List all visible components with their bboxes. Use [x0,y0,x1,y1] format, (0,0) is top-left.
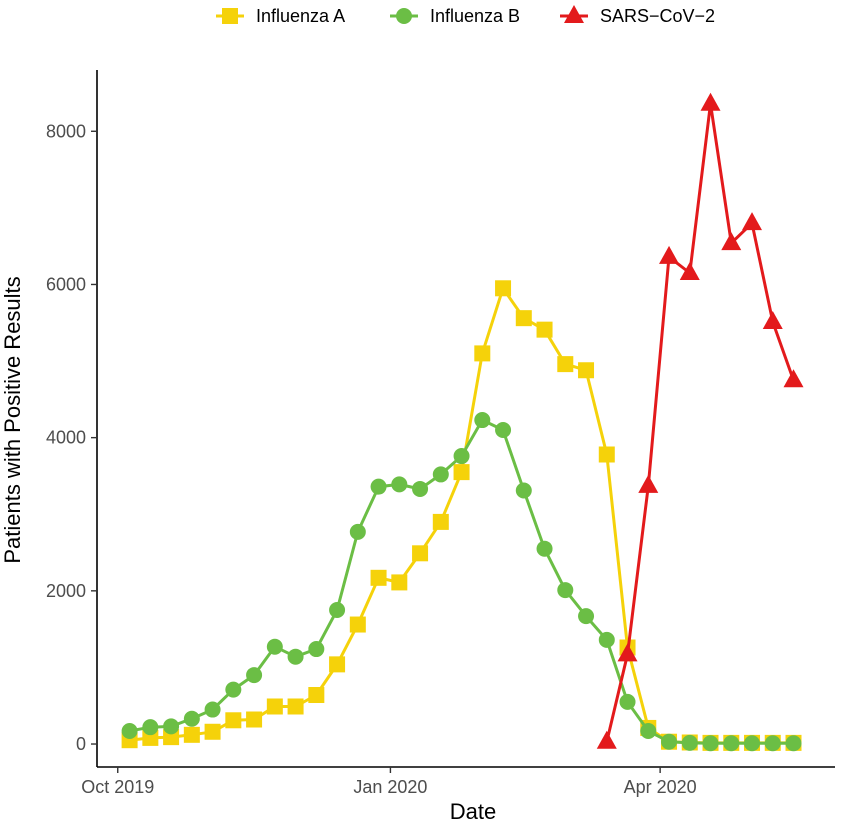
data-point-sars-cov-2 [762,310,783,329]
legend-marker-influenza-a [222,8,238,24]
data-point-influenza-a [474,345,491,362]
series-line-sars-cov-2 [605,102,795,743]
data-point-sars-cov-2 [596,730,617,749]
data-point-sars-cov-2 [659,245,680,264]
data-point-influenza-a [349,616,366,633]
legend-item-sars-cov-2: SARS−CoV−2 [560,5,715,26]
data-point-influenza-b [204,701,221,718]
data-point-sars-cov-2 [700,92,721,111]
data-point-influenza-a [329,656,346,673]
data-point-influenza-b [578,608,595,625]
data-point-influenza-b [723,735,740,752]
legend-item-influenza-b: Influenza B [390,6,520,26]
data-point-influenza-b [370,478,387,495]
data-point-influenza-a [204,723,221,740]
data-point-influenza-a [412,545,429,562]
data-point-sars-cov-2 [679,261,700,280]
series-sars-cov-2 [596,92,804,749]
data-point-influenza-a [308,687,325,704]
data-point-influenza-b [744,735,761,752]
data-point-influenza-b [453,448,470,465]
axes [96,70,835,768]
data-point-influenza-a [246,711,263,728]
data-point-influenza-b [640,723,657,740]
series-influenza-a [121,280,802,751]
data-point-sars-cov-2 [638,474,659,493]
data-point-sars-cov-2 [742,212,763,231]
data-point-influenza-a [266,698,283,715]
data-point-sars-cov-2 [783,369,804,388]
data-point-influenza-b [163,718,180,735]
data-point-influenza-b [266,638,283,655]
data-point-influenza-b [661,733,678,750]
data-point-influenza-b [391,476,408,493]
data-point-influenza-b [246,667,263,684]
data-point-influenza-b [536,540,553,557]
data-point-influenza-a [391,574,408,591]
y-tick-label: 6000 [46,274,86,294]
data-point-influenza-a [515,310,532,327]
data-point-influenza-a [598,446,615,463]
series-layer [121,92,804,752]
data-point-influenza-b [681,734,698,751]
data-point-influenza-b [412,480,429,497]
data-point-influenza-a [578,362,595,379]
x-tick-label: Jan 2020 [353,777,427,797]
data-point-influenza-b [432,466,449,483]
x-axis-title: Date [450,799,496,824]
data-point-influenza-b [225,681,242,698]
y-tick-label: 2000 [46,581,86,601]
data-point-influenza-b [349,523,366,540]
data-point-influenza-b [515,482,532,499]
data-point-influenza-b [557,582,574,599]
data-point-influenza-b [702,735,719,752]
data-point-influenza-b [785,735,802,752]
legend-marker-influenza-b [396,8,412,24]
y-axis-title: Patients with Positive Results [0,276,25,563]
legend-label-influenza-a: Influenza A [256,6,345,26]
data-point-influenza-b [495,421,512,438]
data-point-influenza-b [308,641,325,658]
data-point-sars-cov-2 [617,643,638,662]
data-point-influenza-a [370,569,387,586]
data-point-influenza-a [225,712,242,729]
legend-item-influenza-a: Influenza A [216,6,345,26]
legend: Influenza A Influenza B SARS−CoV−2 [216,5,715,26]
x-tick-label: Apr 2020 [624,777,697,797]
data-point-influenza-b [764,735,781,752]
data-point-influenza-a [287,698,304,715]
ticks: 0 2000 4000 6000 8000 Oct 2019 Jan 2020 Apr 202… [46,121,697,797]
y-tick-label: 0 [76,734,86,754]
data-point-influenza-a [183,726,200,743]
series-line-influenza-a [129,286,794,745]
data-point-influenza-b [598,631,615,648]
data-point-influenza-b [142,719,159,736]
data-point-influenza-a [557,356,574,373]
y-tick-label: 8000 [46,121,86,141]
data-point-influenza-b [619,693,636,710]
data-point-influenza-a [536,321,553,338]
data-point-influenza-b [329,601,346,618]
data-point-influenza-b [474,412,491,429]
legend-label-influenza-b: Influenza B [430,6,520,26]
data-point-influenza-b [183,710,200,727]
y-tick-label: 4000 [46,428,86,448]
legend-label-sars-cov-2: SARS−CoV−2 [600,6,715,26]
data-point-sars-cov-2 [721,232,742,251]
data-point-influenza-b [121,723,138,740]
data-point-influenza-a [453,464,470,481]
series-influenza-b [121,412,802,752]
legend-marker-sars-cov-2 [564,5,584,23]
data-point-influenza-a [495,280,512,297]
data-point-influenza-b [287,648,304,665]
x-tick-label: Oct 2019 [81,777,154,797]
data-point-influenza-a [432,513,449,530]
